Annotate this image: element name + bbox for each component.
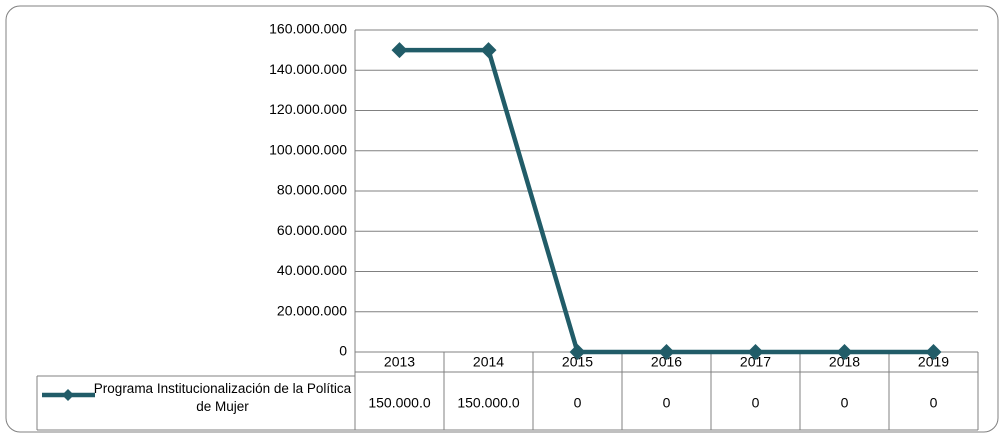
y-tick-label: 0 <box>339 343 347 359</box>
y-tick-label: 100.000.000 <box>269 141 347 157</box>
x-tick-label: 2016 <box>651 354 682 370</box>
y-tick-label: 140.000.000 <box>269 61 347 77</box>
value-label: 0 <box>841 395 849 411</box>
series-marker <box>391 42 408 59</box>
y-tick-label: 160.000.000 <box>269 21 347 37</box>
series-marker <box>658 344 675 360</box>
y-tick-label: 120.000.000 <box>269 101 347 117</box>
y-tick-label: 80.000.000 <box>277 182 347 198</box>
x-tick-label: 2013 <box>384 354 415 370</box>
legend-entry: Programa Institucionalización de la Polí… <box>93 381 352 414</box>
series-marker <box>747 344 764 360</box>
x-tick-label: 2017 <box>740 354 771 370</box>
legend-label: Programa Institucionalización de la Polí… <box>93 381 352 414</box>
chart-border <box>5 5 999 433</box>
y-tick-label: 60.000.000 <box>277 222 347 238</box>
series-marker <box>569 344 586 360</box>
x-tick-label: 2014 <box>473 354 504 370</box>
series-marker <box>480 42 497 59</box>
series-marker <box>925 344 942 360</box>
x-tick-label: 2018 <box>829 354 860 370</box>
value-label: 150.000.0 <box>368 395 430 411</box>
legend-key-marker <box>62 389 74 401</box>
value-label: 0 <box>752 395 760 411</box>
x-tick-label: 2019 <box>918 354 949 370</box>
x-tick-label: 2015 <box>562 354 593 370</box>
value-label: 0 <box>663 395 671 411</box>
y-tick-label: 20.000.000 <box>277 302 347 318</box>
value-label: 150.000.0 <box>457 395 519 411</box>
series-marker <box>836 344 853 360</box>
value-label: 0 <box>930 395 938 411</box>
y-tick-label: 40.000.000 <box>277 262 347 278</box>
value-label: 0 <box>574 395 582 411</box>
